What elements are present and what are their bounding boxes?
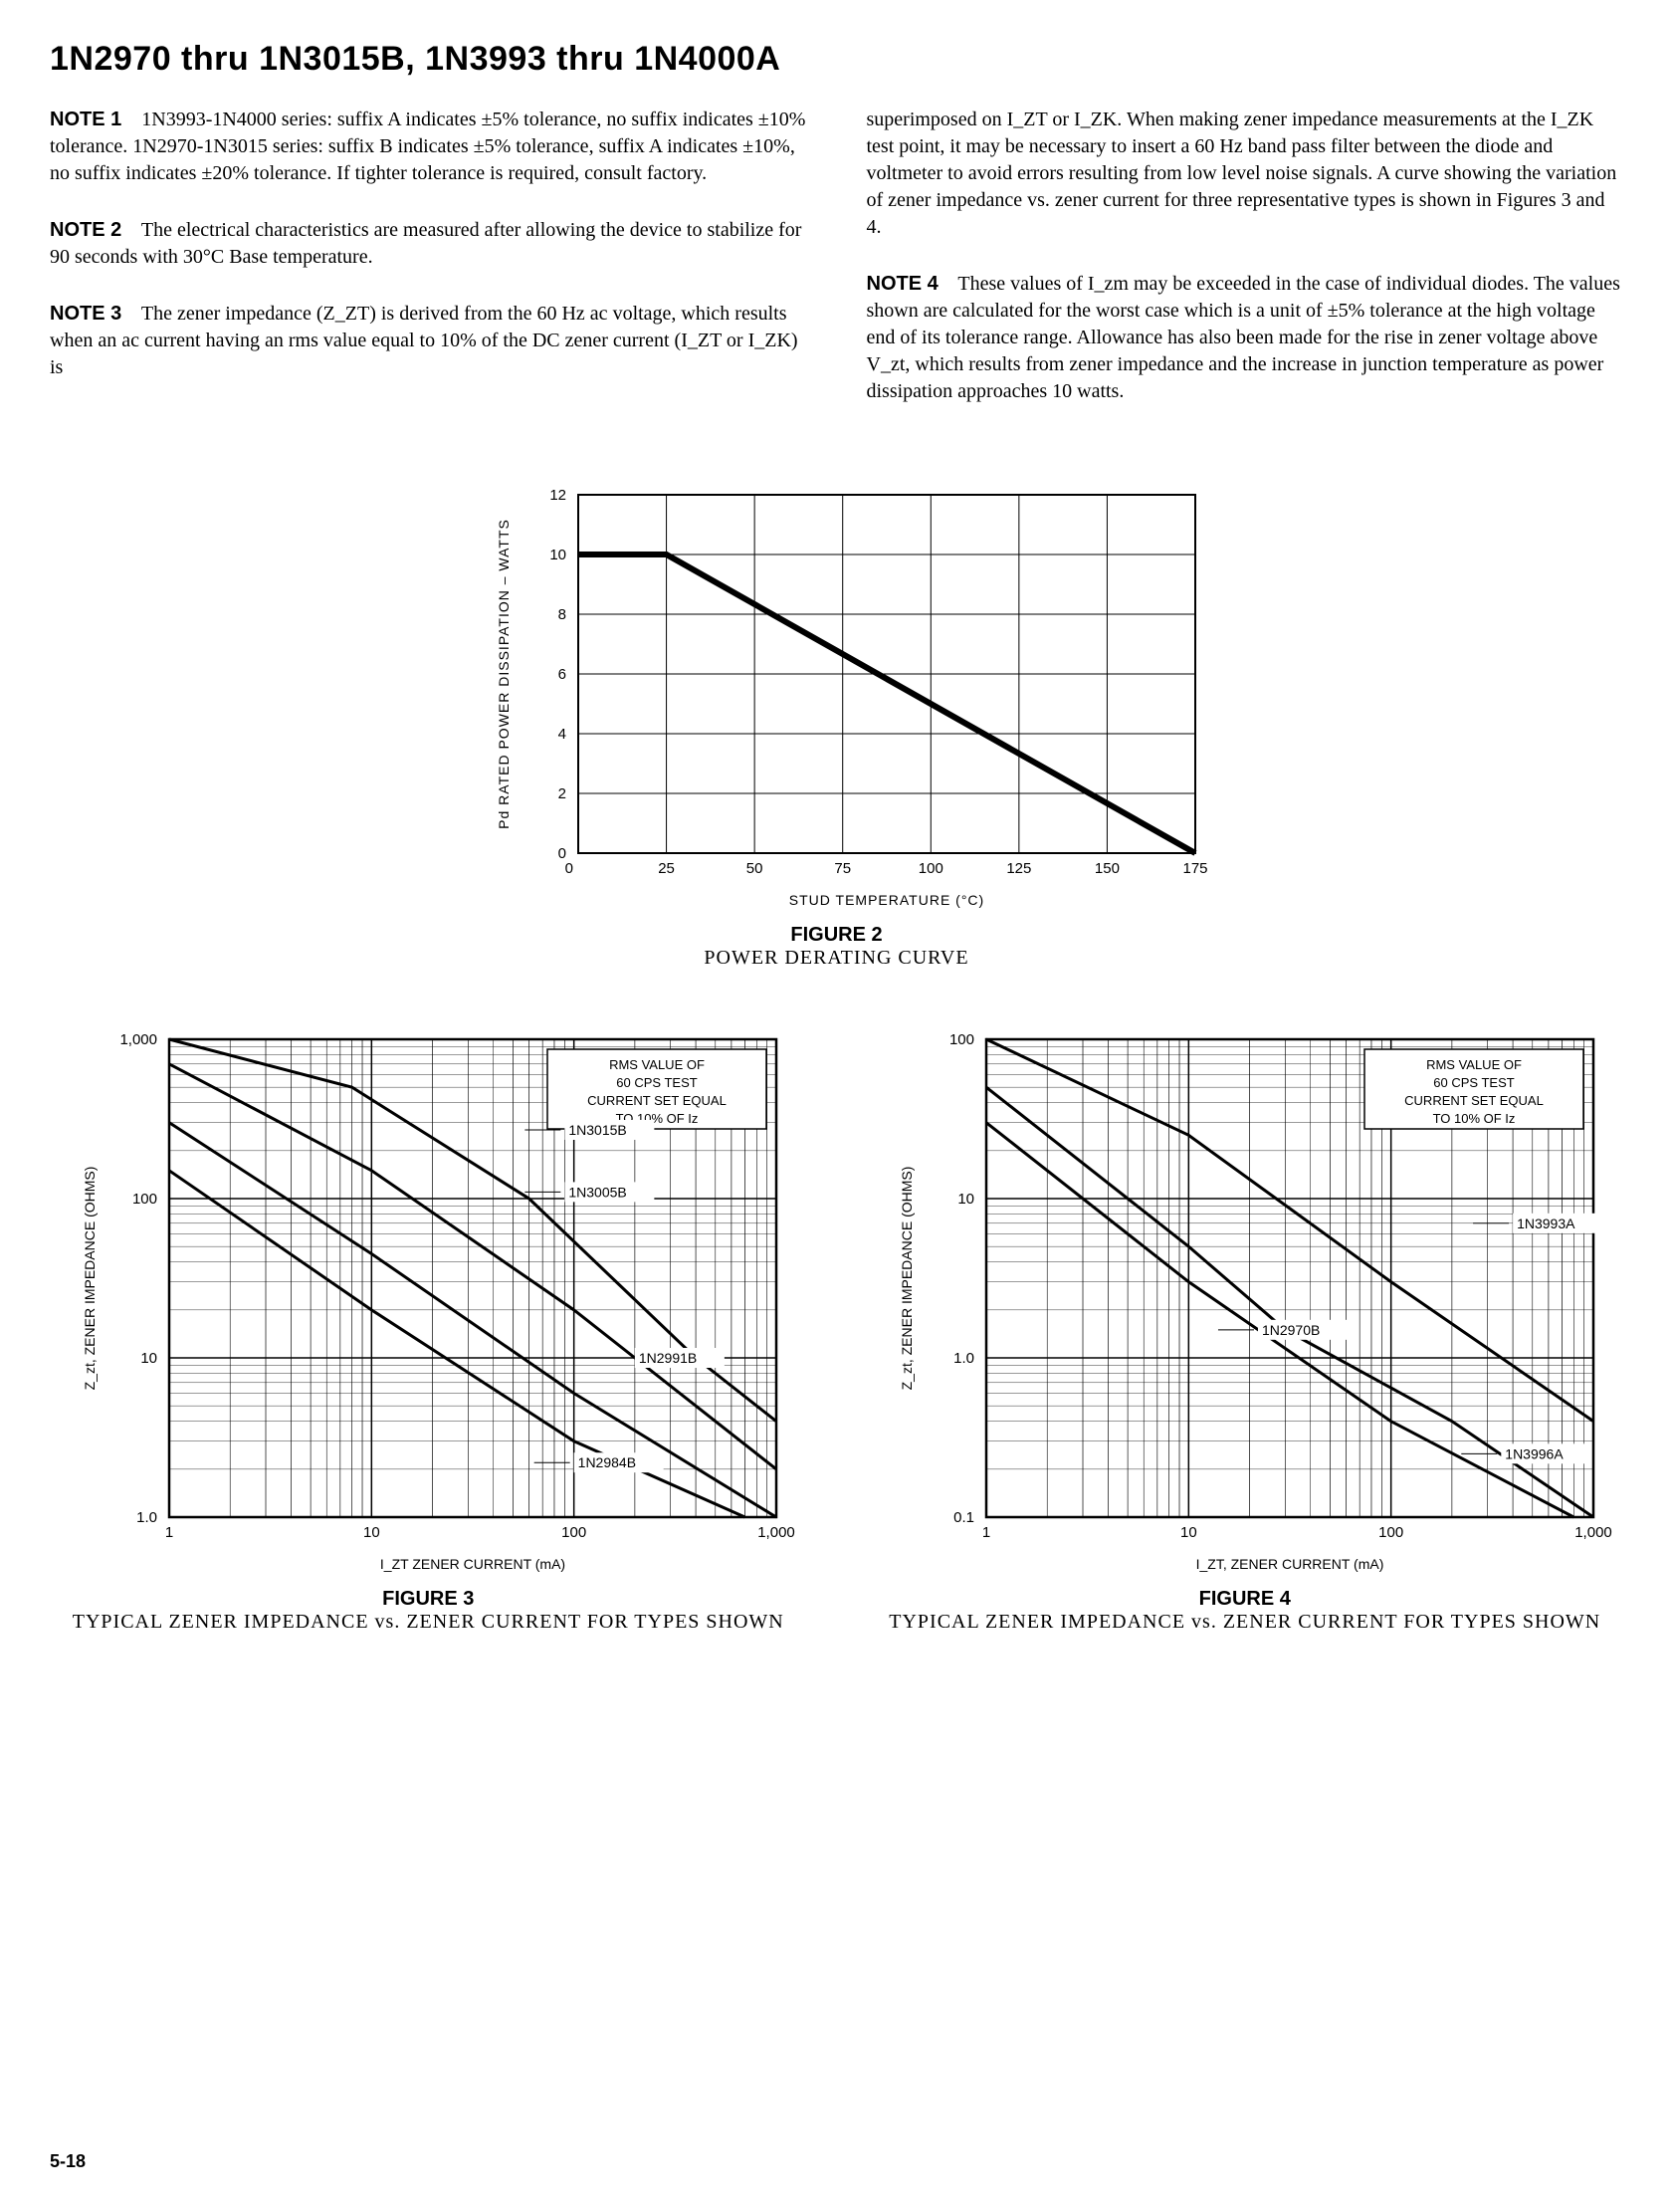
- note-3-cont: superimposed on I_ZT or I_ZK. When makin…: [867, 107, 1624, 241]
- svg-text:RMS VALUE OF: RMS VALUE OF: [1426, 1057, 1522, 1072]
- svg-text:1,000: 1,000: [120, 1031, 158, 1048]
- svg-text:1: 1: [165, 1524, 173, 1541]
- notes-col-right: superimposed on I_ZT or I_ZK. When makin…: [867, 107, 1624, 435]
- svg-text:6: 6: [557, 666, 565, 683]
- svg-text:1N3015B: 1N3015B: [569, 1122, 627, 1138]
- note-1-text: 1N3993-1N4000 series: suffix A indicates…: [50, 109, 805, 184]
- note-1: NOTE 1 1N3993-1N4000 series: suffix A in…: [50, 107, 807, 187]
- svg-text:1,000: 1,000: [757, 1524, 795, 1541]
- note-3-cont-text: superimposed on I_ZT or I_ZK. When makin…: [867, 109, 1617, 238]
- figure-2-wrap: 25 50 75 100 125 150 175 00 2 4 6 8 10 12 STUD TEMPERA…: [50, 475, 1623, 970]
- svg-text:100: 100: [918, 860, 942, 877]
- svg-text:0.1: 0.1: [953, 1509, 974, 1526]
- svg-text:CURRENT SET EQUAL: CURRENT SET EQUAL: [587, 1093, 727, 1108]
- note-4: NOTE 4 These values of I_zm may be excee…: [867, 271, 1624, 405]
- svg-text:I_ZT ZENER CURRENT (mA): I_ZT ZENER CURRENT (mA): [380, 1556, 565, 1572]
- svg-text:1.0: 1.0: [953, 1350, 974, 1367]
- bottom-figures-row: 1 10 100 1,000 1.0 10 100 1,000 I_ZT ZENER CURRE…: [50, 1019, 1623, 1634]
- note-4-label: NOTE 4: [867, 273, 939, 295]
- figure-3-title: FIGURE 3: [50, 1588, 807, 1611]
- figure-3-chart: 1 10 100 1,000 1.0 10 100 1,000 I_ZT ZENER CURRE…: [60, 1019, 796, 1577]
- svg-text:100: 100: [132, 1191, 157, 1208]
- page-title: 1N2970 thru 1N3015B, 1N3993 thru 1N4000A: [50, 40, 1623, 79]
- svg-text:25: 25: [658, 860, 675, 877]
- svg-text:STUD TEMPERATURE (°C): STUD TEMPERATURE (°C): [788, 892, 983, 908]
- svg-text:175: 175: [1182, 860, 1207, 877]
- figure-2-subtitle: POWER DERATING CURVE: [50, 947, 1623, 970]
- note-4-text: These values of I_zm may be exceeded in …: [867, 273, 1620, 402]
- figure-2-title: FIGURE 2: [50, 924, 1623, 947]
- svg-text:1,000: 1,000: [1574, 1524, 1612, 1541]
- note-3: NOTE 3 The zener impedance (Z_ZT) is der…: [50, 301, 807, 381]
- note-3-text: The zener impedance (Z_ZT) is derived fr…: [50, 303, 798, 378]
- figure-4-title: FIGURE 4: [867, 1588, 1624, 1611]
- svg-text:100: 100: [949, 1031, 974, 1048]
- svg-text:12: 12: [549, 487, 566, 504]
- svg-text:TO 10% OF Iz: TO 10% OF Iz: [1432, 1111, 1515, 1126]
- svg-text:1N2984B: 1N2984B: [578, 1454, 636, 1470]
- svg-text:I_ZT, ZENER CURRENT (mA): I_ZT, ZENER CURRENT (mA): [1195, 1556, 1383, 1572]
- svg-text:75: 75: [834, 860, 851, 877]
- note-3-label: NOTE 3: [50, 303, 121, 325]
- svg-text:100: 100: [1378, 1524, 1403, 1541]
- notes-columns: NOTE 1 1N3993-1N4000 series: suffix A in…: [50, 107, 1623, 435]
- svg-text:4: 4: [557, 726, 565, 743]
- svg-text:10: 10: [363, 1524, 380, 1541]
- svg-text:CURRENT SET EQUAL: CURRENT SET EQUAL: [1404, 1093, 1544, 1108]
- svg-text:150: 150: [1094, 860, 1119, 877]
- svg-text:10: 10: [549, 547, 566, 563]
- svg-text:1: 1: [982, 1524, 990, 1541]
- svg-text:100: 100: [561, 1524, 586, 1541]
- figure-3-wrap: 1 10 100 1,000 1.0 10 100 1,000 I_ZT ZENER CURRE…: [50, 1019, 807, 1634]
- svg-text:0: 0: [564, 860, 572, 877]
- figure-4-wrap: 1 10 100 1,000 0.1 1.0 10 100 I_ZT, ZENER CURREN…: [867, 1019, 1624, 1634]
- figure-3-subtitle: TYPICAL ZENER IMPEDANCE vs. ZENER CURREN…: [50, 1611, 807, 1634]
- note-1-label: NOTE 1: [50, 109, 121, 130]
- svg-text:1N2991B: 1N2991B: [639, 1350, 697, 1366]
- svg-text:RMS VALUE OF: RMS VALUE OF: [609, 1057, 705, 1072]
- svg-text:Z_zt, ZENER IMPEDANCE (OHMS): Z_zt, ZENER IMPEDANCE (OHMS): [899, 1167, 915, 1391]
- svg-text:1.0: 1.0: [136, 1509, 157, 1526]
- svg-text:10: 10: [1180, 1524, 1197, 1541]
- svg-text:0: 0: [557, 845, 565, 862]
- svg-text:1N2970B: 1N2970B: [1262, 1322, 1320, 1338]
- note-2: NOTE 2 The electrical characteristics ar…: [50, 217, 807, 271]
- svg-text:60 CPS TEST: 60 CPS TEST: [617, 1075, 698, 1090]
- figure-2-chart: 25 50 75 100 125 150 175 00 2 4 6 8 10 12 STUD TEMPERA…: [459, 475, 1215, 913]
- svg-text:10: 10: [141, 1350, 158, 1367]
- notes-col-left: NOTE 1 1N3993-1N4000 series: suffix A in…: [50, 107, 807, 435]
- svg-text:50: 50: [745, 860, 762, 877]
- svg-text:1N3993A: 1N3993A: [1517, 1216, 1575, 1231]
- svg-text:8: 8: [557, 606, 565, 623]
- svg-text:Z_zt, ZENER IMPEDANCE (OHMS): Z_zt, ZENER IMPEDANCE (OHMS): [82, 1167, 98, 1391]
- svg-text:10: 10: [957, 1191, 974, 1208]
- svg-text:1N3005B: 1N3005B: [569, 1184, 627, 1200]
- svg-text:1N3996A: 1N3996A: [1505, 1445, 1564, 1461]
- svg-text:2: 2: [557, 785, 565, 802]
- figure-4-chart: 1 10 100 1,000 0.1 1.0 10 100 I_ZT, ZENER CURREN…: [877, 1019, 1613, 1577]
- figure-4-subtitle: TYPICAL ZENER IMPEDANCE vs. ZENER CURREN…: [867, 1611, 1624, 1634]
- note-2-text: The electrical characteristics are measu…: [50, 219, 801, 268]
- note-2-label: NOTE 2: [50, 219, 121, 241]
- svg-text:Pd RATED POWER DISSIPATION – W: Pd RATED POWER DISSIPATION – WATTS: [496, 519, 512, 829]
- svg-text:60 CPS TEST: 60 CPS TEST: [1433, 1075, 1514, 1090]
- page-number: 5-18: [50, 2151, 86, 2172]
- svg-text:125: 125: [1006, 860, 1031, 877]
